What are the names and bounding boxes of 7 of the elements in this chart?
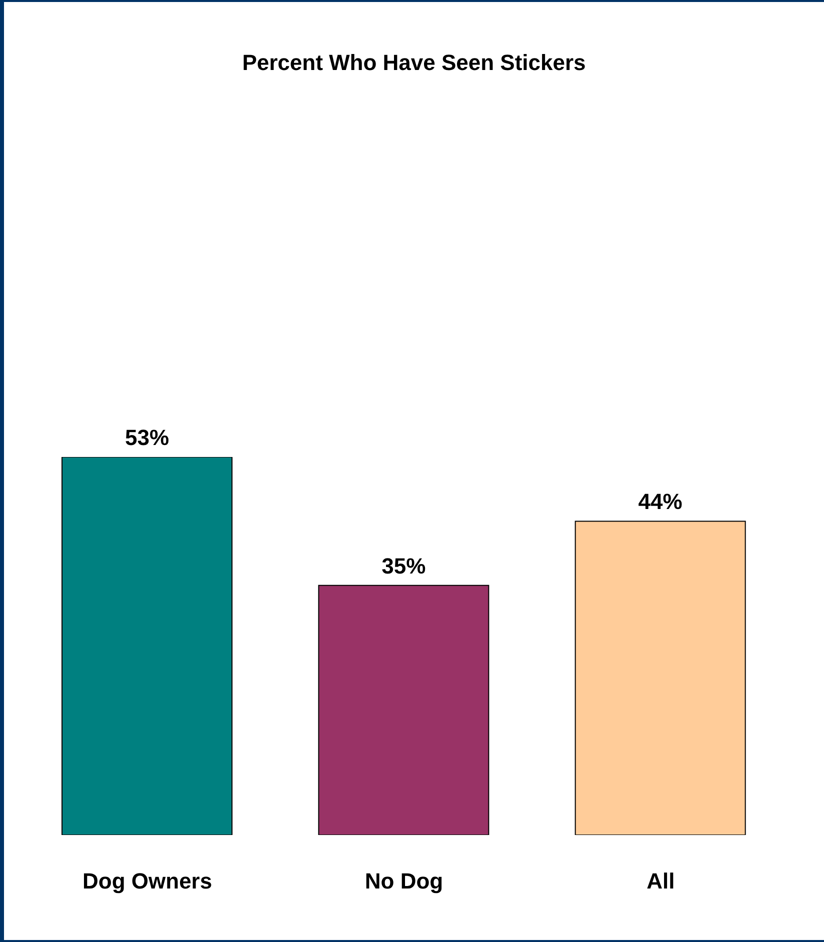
x-tick-label: Dog Owners	[82, 868, 212, 894]
data-label: 44%	[638, 489, 682, 514]
x-tick-label: All	[646, 868, 675, 894]
data-label: 53%	[124, 425, 170, 450]
chart-title: Percent Who Have Seen Stickers	[241, 50, 587, 76]
data-label: 35%	[382, 553, 426, 578]
x-tick-label: No Dog	[364, 868, 444, 894]
